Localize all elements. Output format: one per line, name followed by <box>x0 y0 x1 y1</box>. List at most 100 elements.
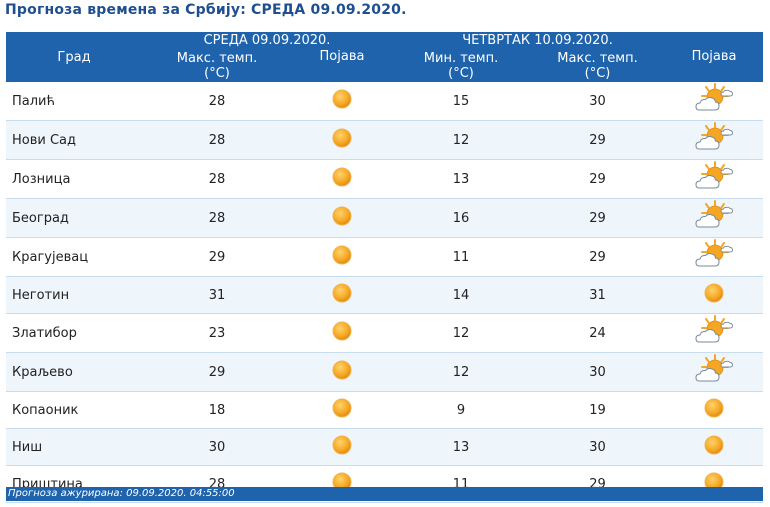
sun-icon <box>331 127 353 153</box>
day2-phenomenon <box>665 120 764 160</box>
header-day1-phenomenon-label: Појава <box>319 49 365 64</box>
table-row: Крагујевац 29 11 29 <box>6 237 764 277</box>
table-row: Краљево 29 12 30 <box>6 352 764 392</box>
day2-max-temp: 29 <box>530 237 666 277</box>
day2-max-temp: 19 <box>530 391 666 429</box>
table-row: Београд 28 16 29 <box>6 198 764 238</box>
day1-phenomenon <box>292 82 393 121</box>
header-day1-date: СРЕДА 09.09.2020. <box>203 33 331 48</box>
header-day2-max-unit: (°C) <box>584 65 611 81</box>
header-day2-max: Макс. темп. (°C) <box>530 49 665 82</box>
table-row: Лозница 28 13 29 <box>6 159 764 199</box>
day1-max-temp: 23 <box>142 313 292 353</box>
day2-max-temp: 29 <box>530 120 666 160</box>
sun-icon <box>703 282 725 308</box>
day2-phenomenon <box>665 198 764 238</box>
city-name: Београд <box>6 198 142 238</box>
day2-min-temp: 9 <box>392 391 531 429</box>
header-day1-max-label: Макс. темп. <box>176 50 258 66</box>
forecast-rows: Палић 28 15 30 Нови Сад 28 12 29 Лозница 28 13 29 Бе… <box>6 82 764 503</box>
day2-phenomenon <box>665 82 764 121</box>
city-name: Неготин <box>6 276 142 314</box>
day1-phenomenon <box>292 391 393 429</box>
sun-cloud-icon <box>693 160 735 198</box>
page-title: Прогноза времена за Србију: СРЕДА 09.09.… <box>5 2 407 18</box>
day1-phenomenon <box>292 313 393 353</box>
city-name: Копаоник <box>6 391 142 429</box>
header-city: Град <box>57 49 91 65</box>
day1-phenomenon <box>292 352 393 392</box>
day2-max-temp: 29 <box>530 159 666 199</box>
day1-max-temp: 31 <box>142 276 292 314</box>
sun-icon <box>331 282 353 308</box>
sun-icon <box>331 88 353 114</box>
city-name: Ниш <box>6 428 142 466</box>
city-name: Крагујевац <box>6 237 142 277</box>
day2-max-temp: 30 <box>530 82 666 121</box>
day1-phenomenon <box>292 276 393 314</box>
sun-icon <box>331 166 353 192</box>
day2-phenomenon <box>665 159 764 199</box>
header-day1-max: Макс. темп. (°C) <box>142 49 292 82</box>
forecast-table: Град СРЕДА 09.09.2020. ЧЕТВРТАК 10.09.20… <box>6 32 764 503</box>
day2-phenomenon <box>665 237 764 277</box>
day2-phenomenon <box>665 276 764 314</box>
table-row: Златибор 23 12 24 <box>6 313 764 353</box>
day1-max-temp: 28 <box>142 159 292 199</box>
update-footer: Прогноза ажурирана: 09.09.2020. 04:55:00 <box>6 487 763 501</box>
sun-cloud-icon <box>693 353 735 391</box>
day2-phenomenon <box>665 391 764 429</box>
city-name: Краљево <box>6 352 142 392</box>
day2-min-temp: 12 <box>392 120 531 160</box>
day2-max-temp: 30 <box>530 428 666 466</box>
day2-max-temp: 29 <box>530 198 666 238</box>
day1-max-temp: 28 <box>142 198 292 238</box>
day1-max-temp: 30 <box>142 428 292 466</box>
sun-cloud-icon <box>693 121 735 159</box>
day1-phenomenon <box>292 237 393 277</box>
day2-min-temp: 11 <box>392 237 531 277</box>
sun-icon <box>331 359 353 385</box>
day2-max-temp: 24 <box>530 313 666 353</box>
day1-max-temp: 29 <box>142 237 292 277</box>
header-day2-phenomenon: Појава <box>665 49 763 82</box>
update-footer-text: Прогноза ажурирана: 09.09.2020. 04:55:00 <box>8 488 235 499</box>
day2-min-temp: 14 <box>392 276 531 314</box>
sun-icon <box>331 205 353 231</box>
day2-min-temp: 12 <box>392 352 531 392</box>
table-row: Копаоник 18 9 19 <box>6 391 764 429</box>
header-day2-max-label: Макс. темп. <box>557 50 638 66</box>
city-name: Палић <box>6 82 142 121</box>
day2-phenomenon <box>665 352 764 392</box>
day1-max-temp: 28 <box>142 120 292 160</box>
sun-cloud-icon <box>693 199 735 237</box>
header-day2-min-label: Мин. темп. <box>423 50 499 66</box>
table-row: Ниш 30 13 30 <box>6 428 764 466</box>
city-name: Лозница <box>6 159 142 199</box>
header-day1-max-unit: (°C) <box>204 65 230 81</box>
table-row: Палић 28 15 30 <box>6 82 764 121</box>
day2-min-temp: 16 <box>392 198 531 238</box>
day1-phenomenon <box>292 120 393 160</box>
day1-max-temp: 29 <box>142 352 292 392</box>
sun-icon <box>703 434 725 460</box>
sun-icon <box>331 244 353 270</box>
table-row: Нови Сад 28 12 29 <box>6 120 764 160</box>
header-day2-date: ЧЕТВРТАК 10.09.2020. <box>392 32 763 49</box>
day2-max-temp: 30 <box>530 352 666 392</box>
day2-min-temp: 13 <box>392 159 531 199</box>
header-day2-min: Мин. темп. (°C) <box>392 49 530 82</box>
table-row: Неготин 31 14 31 <box>6 276 764 314</box>
day1-max-temp: 18 <box>142 391 292 429</box>
sun-cloud-icon <box>693 82 735 120</box>
day2-max-temp: 31 <box>530 276 666 314</box>
city-name: Златибор <box>6 313 142 353</box>
header-day2-phenomenon-label: Појава <box>691 49 737 64</box>
day2-phenomenon <box>665 428 764 466</box>
city-name: Нови Сад <box>6 120 142 160</box>
day2-min-temp: 15 <box>392 82 531 121</box>
day1-phenomenon <box>292 428 393 466</box>
sun-icon <box>331 397 353 423</box>
header-day1-phenomenon: Појава <box>292 49 392 82</box>
day2-phenomenon <box>665 313 764 353</box>
